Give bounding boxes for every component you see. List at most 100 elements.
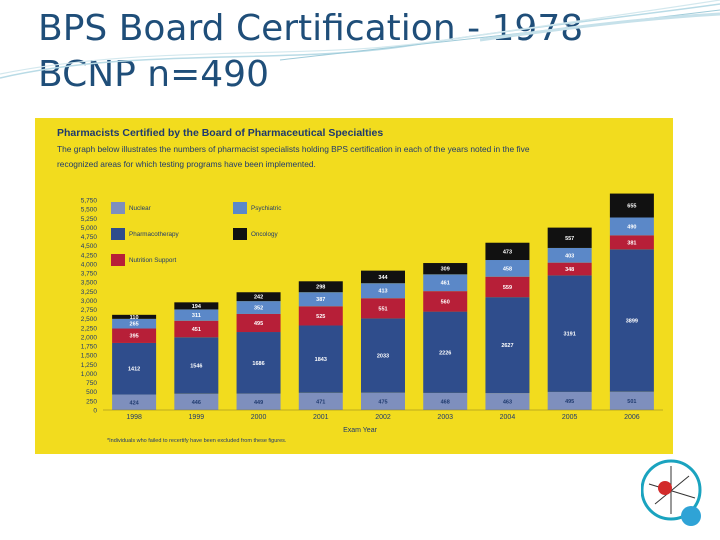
bar-segment-oncology <box>609 193 654 218</box>
bar-segment-psychiatric <box>112 318 157 329</box>
bar-segment-nuclear <box>174 393 219 410</box>
y-tick-label: 2,500 <box>81 316 98 323</box>
bar-segment-nutrition-support <box>547 262 592 276</box>
bar-data-label: 298 <box>316 285 325 291</box>
y-tick-label: 0 <box>93 408 97 415</box>
bar-segment-psychiatric <box>609 217 654 236</box>
y-tick-label: 1,750 <box>81 344 98 351</box>
bar-segment-psychiatric <box>174 309 219 321</box>
bar-data-label: 242 <box>254 295 263 301</box>
bar-segment-pharmacotherapy <box>485 297 530 394</box>
bar-data-label: 348 <box>565 267 574 273</box>
bar-segment-nutrition-support <box>361 298 405 319</box>
bar-data-label: 560 <box>441 299 450 305</box>
organization-logo <box>641 459 702 526</box>
legend-swatch-nutrition-support <box>111 254 125 266</box>
x-axis-title: Exam Year <box>343 427 378 434</box>
bar-segment-nuclear <box>236 393 281 410</box>
legend-swatch-nuclear <box>111 202 125 214</box>
bar-data-label: 1546 <box>190 363 202 369</box>
bar-segment-oncology <box>361 270 405 284</box>
bar-data-label: 194 <box>192 304 202 310</box>
bar-data-label: 424 <box>130 400 140 406</box>
chart-footnote: *Individuals who failed to recertify hav… <box>107 438 287 444</box>
y-tick-label: 2,250 <box>81 325 98 332</box>
logo-blue-dot <box>681 506 701 526</box>
y-tick-label: 2,750 <box>81 307 98 314</box>
x-tick-label: 2004 <box>500 414 516 421</box>
bar-data-label: 495 <box>254 321 263 327</box>
bar-segment-nutrition-support <box>236 313 281 333</box>
bar-segment-psychiatric <box>547 247 592 263</box>
bar-segment-oncology <box>112 314 157 319</box>
bar-data-label: 387 <box>316 297 325 303</box>
slide-title: BPS Board Certification - 1978 BCNP n=49… <box>38 6 678 98</box>
x-axis: 1998 1999 2000 2001 2002 2003 2004 2005 2006 <box>103 409 663 421</box>
bar-data-label: 381 <box>627 240 636 246</box>
y-tick-label: 1,000 <box>81 371 98 378</box>
y-tick-label: 3,500 <box>81 280 98 287</box>
bar-segment-pharmacotherapy <box>112 342 157 395</box>
bar-data-label: 461 <box>441 281 450 287</box>
header-swoosh-decoration <box>0 0 720 79</box>
bar-data-label: 471 <box>316 399 325 405</box>
bar-segment-nuclear <box>112 394 157 410</box>
legend-label: Psychiatric <box>251 205 281 212</box>
x-tick-label: 2006 <box>624 414 640 421</box>
bar-segment-nuclear <box>423 392 468 410</box>
bar-segment-nutrition-support <box>423 291 468 312</box>
legend: Nuclear Pharmacotherapy Nutrition Support P… <box>111 202 281 266</box>
bar-segment-pharmacotherapy <box>361 318 405 393</box>
bar-segment-oncology <box>174 302 219 310</box>
bar-data-label: 2033 <box>377 354 389 360</box>
y-tick-label: 4,000 <box>81 261 98 268</box>
chart-subtitle-line1: The graph below illustrates the numbers … <box>57 144 530 154</box>
logo-stroke <box>654 475 690 505</box>
bar-segment-oncology <box>236 292 281 302</box>
bar-data-label: 1686 <box>252 361 264 367</box>
bar-segment-nuclear <box>361 392 405 410</box>
y-tick-label: 5,500 <box>81 207 98 214</box>
y-tick-label: 4,250 <box>81 252 98 259</box>
bar-data-label: 2627 <box>501 343 513 349</box>
bar-segment-nutrition-support <box>174 320 219 338</box>
bar-segment-oncology <box>298 281 343 293</box>
bar-data-label: 265 <box>130 322 139 328</box>
bar-data-label: 551 <box>378 306 387 312</box>
legend-swatch-pharmacotherapy <box>111 228 125 240</box>
bar-data-label: 559 <box>503 285 512 291</box>
y-tick-label: 4,750 <box>81 234 98 241</box>
y-tick-label: 3,750 <box>81 271 98 278</box>
y-tick-label: 5,000 <box>81 225 98 232</box>
bar-data-label: 473 <box>503 249 512 255</box>
x-tick-label: 1998 <box>126 414 142 421</box>
legend-label: Nuclear <box>129 205 151 212</box>
bar-segment-pharmacotherapy <box>547 275 592 392</box>
bar-data-label: 655 <box>627 204 636 210</box>
bar-data-label: 501 <box>627 399 636 405</box>
bar-segment-pharmacotherapy <box>609 249 654 392</box>
bar-segment-nutrition-support <box>298 306 343 326</box>
y-tick-label: 1,250 <box>81 362 98 369</box>
bar-data-label: 525 <box>316 314 325 320</box>
x-tick-label: 2000 <box>251 414 267 421</box>
bar-data-label: 463 <box>503 400 512 406</box>
chart-subtitle-line2: recognized areas for which testing progr… <box>57 159 316 169</box>
legend-swatch-oncology <box>233 228 247 240</box>
bar-data-label: 449 <box>254 400 263 406</box>
y-tick-label: 3,250 <box>81 289 98 296</box>
slide-title-line2: BCNP n=490 <box>38 54 269 95</box>
bar-data-label: 403 <box>565 253 574 259</box>
y-axis: 0 250 500 750 1,000 1,250 1,500 1,750 2,000 2,250… <box>81 198 98 415</box>
bar-segment-pharmacotherapy <box>423 311 468 393</box>
y-tick-label: 1,500 <box>81 353 98 360</box>
bar-data-label: 458 <box>503 266 512 272</box>
bar-data-label: 395 <box>130 334 139 340</box>
bar-segment-nutrition-support <box>485 276 530 298</box>
legend-label: Pharmacotherapy <box>129 231 180 238</box>
bar-segment-psychiatric <box>423 274 468 292</box>
bar-segment-nuclear <box>298 392 343 410</box>
bar-data-label: 490 <box>627 224 636 230</box>
bar-data-label: 495 <box>565 399 574 405</box>
